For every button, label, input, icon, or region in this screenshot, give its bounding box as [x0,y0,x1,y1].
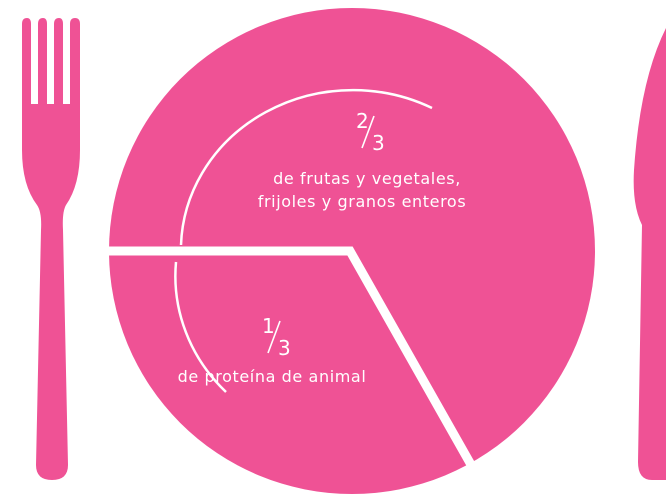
plate-diagram: 2 3 de frutas y vegetales, frijoles y gr… [0,0,666,495]
fork [22,18,80,480]
fraction-numerator: 2 [356,109,369,133]
knife [634,28,666,480]
fraction-denominator: 3 [372,131,385,155]
fraction-denominator: 3 [278,336,291,360]
section-label: de proteína de animal [178,367,367,386]
page: {"sections": [ {"fraction": {"numerator"… [0,0,666,495]
fraction-numerator: 1 [262,314,275,338]
section-label: frijoles y granos enteros [258,192,467,211]
section-label: de frutas y vegetales, [273,169,461,188]
